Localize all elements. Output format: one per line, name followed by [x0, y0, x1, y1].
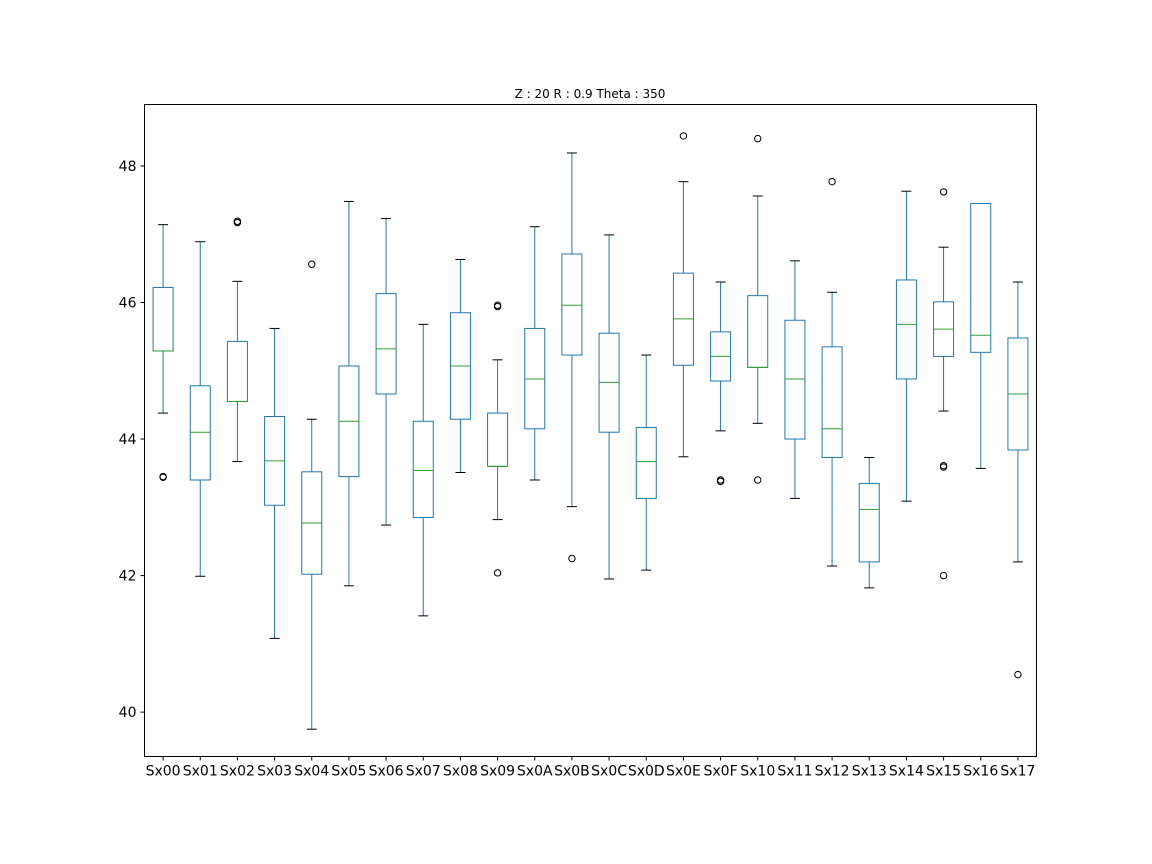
x-tick-label: Sx09: [480, 764, 515, 780]
outlier-point: [493, 302, 502, 311]
iqr-box: [784, 319, 806, 440]
x-tick-label: Sx04: [294, 764, 329, 780]
outlier-point: [939, 188, 948, 196]
x-tick-label: Sx13: [852, 764, 887, 780]
x-tick-label: Sx11: [777, 764, 812, 780]
outlier-point: [493, 569, 502, 577]
x-tick-label: Sx0E: [666, 764, 701, 780]
x-tick-label: Sx03: [257, 764, 292, 780]
x-tick-label: Sx08: [443, 764, 478, 780]
y-tick-label: 44: [119, 432, 137, 448]
iqr-box: [635, 426, 657, 499]
outlier-point: [754, 476, 762, 484]
outlier-point: [754, 134, 762, 143]
x-tick-label: Sx06: [369, 764, 404, 780]
x-tick-label: Sx0A: [517, 764, 553, 780]
iqr-box: [375, 293, 397, 395]
x-tick-label: Sx0D: [628, 764, 665, 780]
x-tick-label: Sx15: [926, 764, 961, 780]
outlier-point: [939, 463, 948, 471]
x-tick-label: Sx01: [183, 764, 218, 780]
x-tick-label: Sx0C: [591, 764, 627, 780]
iqr-box: [895, 279, 917, 380]
iqr-box: [189, 385, 211, 481]
outlier-point: [233, 218, 242, 227]
x-tick-label: Sx16: [963, 764, 998, 780]
x-tick-label: Sx00: [146, 764, 181, 780]
outlier-point: [1014, 670, 1022, 679]
outlier-point: [939, 571, 948, 580]
outlier-point: [828, 177, 836, 186]
outlier-point: [308, 260, 316, 268]
outlier-point: [679, 132, 688, 140]
iqr-box: [821, 346, 843, 458]
x-tick-label: Sx12: [815, 764, 850, 780]
x-tick-label: Sx02: [220, 764, 255, 780]
x-tick-label: Sx07: [406, 764, 441, 780]
x-tick-label: Sx14: [889, 764, 924, 780]
y-tick-label: 40: [119, 705, 137, 721]
y-tick-label: 48: [119, 159, 137, 175]
x-tick-label: Sx10: [740, 764, 775, 780]
y-tick-label: 42: [119, 569, 137, 585]
axes-frame: [144, 104, 1037, 757]
x-tick-label: Sx0F: [704, 764, 738, 780]
iqr-box: [561, 253, 583, 356]
x-tick-label: Sx17: [1000, 764, 1035, 780]
x-tick-label: Sx05: [331, 764, 366, 780]
y-tick-label: 46: [119, 295, 137, 311]
iqr-box: [412, 420, 434, 519]
iqr-box: [858, 482, 880, 563]
outlier-point: [716, 477, 725, 486]
iqr-box: [970, 202, 992, 353]
chart-title: Z : 20 R : 0.9 Theta : 350: [515, 87, 666, 101]
x-tick-label: Sx0B: [554, 764, 590, 780]
outlier-point: [159, 473, 167, 481]
outlier-point: [568, 554, 576, 563]
